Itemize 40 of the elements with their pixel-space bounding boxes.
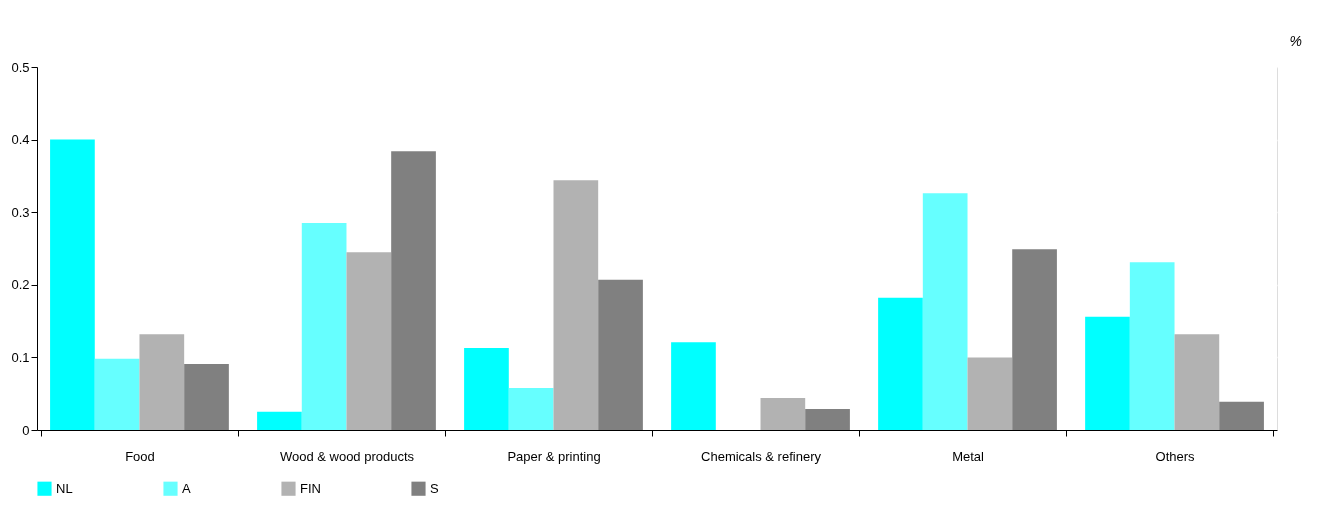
bar (760, 398, 806, 430)
bar (94, 358, 140, 430)
y-tick-label: 0.1 (11, 349, 30, 365)
bar (508, 387, 554, 430)
bar (878, 297, 923, 430)
bar (922, 193, 968, 430)
bar (301, 223, 347, 430)
legend-label: A (182, 480, 191, 496)
text: % (1289, 33, 1302, 49)
x-tick-label: Chemicals & refinery (701, 448, 822, 464)
bar (346, 252, 392, 430)
bar (553, 180, 599, 430)
x-tick-label: Wood & wood products (279, 448, 415, 464)
x-tick-label: Metal (952, 448, 985, 464)
bar (598, 279, 643, 430)
bar (391, 151, 436, 430)
y-tick-label: 0 (22, 422, 30, 438)
legend-label: NL (56, 480, 73, 496)
y-tick-label: 0.2 (11, 277, 30, 293)
bar (671, 342, 716, 430)
y-tick-label: 0.4 (11, 132, 30, 148)
bar (50, 139, 95, 430)
legend-label: FIN (300, 480, 321, 496)
bar (464, 347, 509, 430)
x-tick-label: Others (1155, 448, 1196, 464)
x-tick-label: Paper & printing (507, 448, 601, 464)
bar (1129, 262, 1175, 430)
bar (257, 411, 302, 430)
bar (805, 408, 850, 430)
bar (967, 357, 1013, 430)
y-tick-label: 0.5 (11, 59, 30, 75)
x-tick-label: Food (125, 448, 155, 464)
legend-label: S (430, 480, 439, 496)
bar (139, 334, 185, 430)
y-tick-label: 0.3 (11, 204, 30, 220)
bar (184, 363, 229, 430)
bar (1085, 316, 1130, 430)
bar (1219, 401, 1264, 430)
bar (1174, 334, 1220, 430)
bar (1012, 249, 1057, 430)
